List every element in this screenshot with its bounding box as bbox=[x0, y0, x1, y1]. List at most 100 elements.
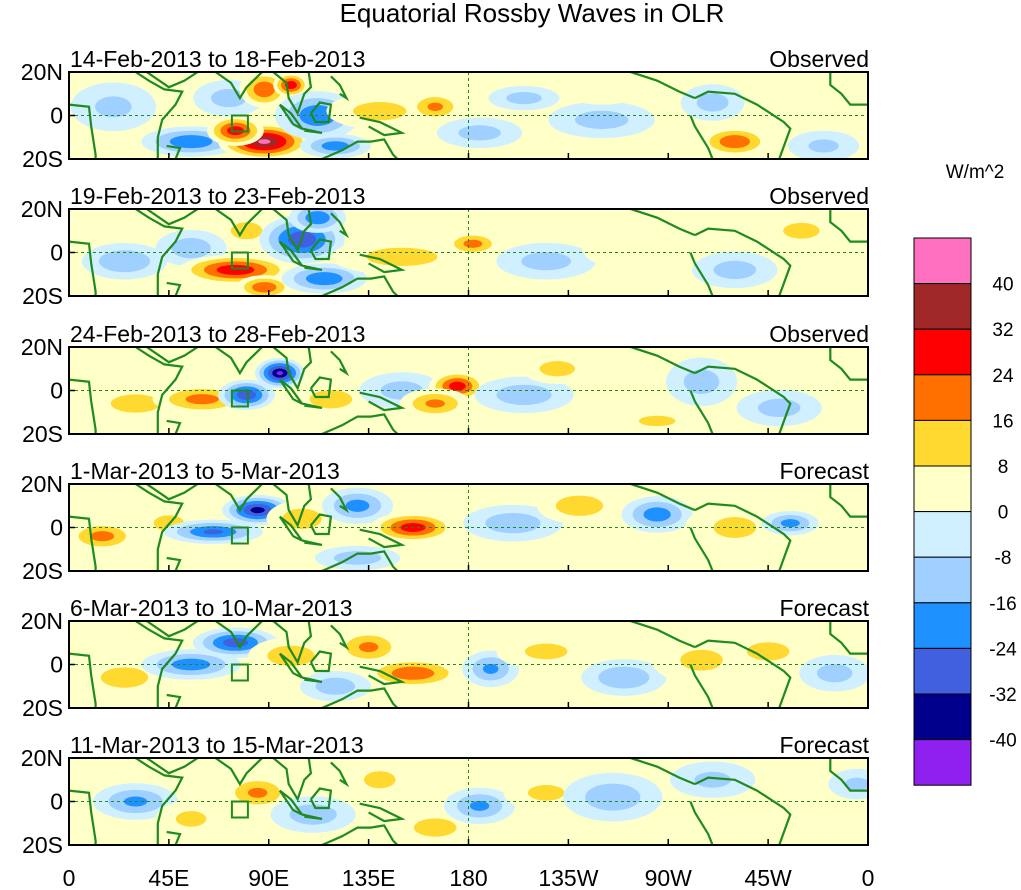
coastline bbox=[309, 101, 333, 124]
anomaly-feature bbox=[474, 376, 574, 414]
x-tick-label: 135E bbox=[342, 865, 396, 890]
x-tick-label: 45W bbox=[744, 865, 792, 890]
contour-level bbox=[713, 260, 757, 280]
coastline bbox=[69, 515, 97, 571]
colorbar-swatch bbox=[913, 602, 972, 649]
contour-level bbox=[110, 394, 161, 413]
coastline bbox=[166, 693, 182, 708]
coastline bbox=[694, 227, 792, 296]
coastline bbox=[689, 664, 714, 708]
contour-level bbox=[171, 238, 211, 259]
anomaly-feature bbox=[732, 636, 804, 667]
y-tick-label: 0 bbox=[50, 789, 63, 815]
panel-kind: Observed bbox=[769, 321, 869, 347]
colorbar-swatch bbox=[913, 511, 972, 558]
coastline bbox=[309, 513, 333, 536]
contour-level bbox=[757, 398, 801, 418]
colorbar-swatch bbox=[913, 283, 972, 330]
coastline bbox=[359, 802, 406, 823]
coastline bbox=[69, 103, 97, 159]
contour-level bbox=[449, 381, 466, 391]
chart-title: Equatorial Rossby Waves in OLR bbox=[340, 0, 725, 28]
anomaly-feature bbox=[299, 671, 371, 702]
colorbar-swatch bbox=[913, 237, 972, 285]
coastline bbox=[630, 209, 696, 237]
anomaly-feature bbox=[758, 212, 845, 250]
contour-level bbox=[276, 371, 284, 376]
y-tick-label: 20S bbox=[22, 695, 63, 721]
coastline bbox=[829, 347, 868, 381]
contour-level bbox=[250, 507, 265, 514]
coastline bbox=[146, 758, 199, 775]
colorbar-label: -24 bbox=[989, 639, 1017, 660]
coastline bbox=[69, 240, 97, 296]
anomaly-feature bbox=[351, 764, 409, 795]
coastline bbox=[309, 787, 333, 810]
coastline bbox=[630, 72, 696, 100]
contour-level bbox=[746, 642, 790, 661]
coastline bbox=[689, 801, 714, 845]
colorbar-label: 0 bbox=[998, 503, 1009, 524]
contour-level bbox=[694, 771, 731, 788]
anomaly-feature bbox=[761, 510, 819, 536]
contour-level bbox=[575, 110, 629, 129]
x-tick-label: 180 bbox=[449, 865, 487, 890]
coastline bbox=[689, 390, 714, 434]
coastline bbox=[146, 72, 199, 89]
y-tick-label: 20S bbox=[22, 832, 63, 858]
contour-level bbox=[100, 667, 149, 688]
coastline bbox=[321, 138, 399, 159]
coastline bbox=[321, 413, 399, 434]
panel-period: 11-Mar-2013 to 15-Mar-2013 bbox=[70, 732, 364, 758]
coastline bbox=[272, 209, 313, 253]
coastline bbox=[694, 90, 792, 159]
panels-group: 20N 0 20S 14-Feb-2013 to 18-Feb-2013 Observe… bbox=[21, 46, 870, 858]
anomaly-feature bbox=[81, 242, 168, 280]
anomaly-feature bbox=[581, 659, 667, 696]
colorbar-swatch bbox=[913, 328, 972, 376]
y-tick-label: 20N bbox=[21, 334, 63, 360]
coastline bbox=[301, 676, 323, 683]
contour-level bbox=[305, 272, 343, 286]
x-tick-label: 90E bbox=[248, 865, 289, 890]
coastline bbox=[166, 830, 182, 845]
y-tick-label: 20S bbox=[22, 146, 63, 172]
anomaly-feature bbox=[559, 74, 645, 105]
coastline bbox=[694, 365, 792, 434]
colorbar-swatch bbox=[913, 465, 972, 513]
contour-level bbox=[321, 141, 349, 151]
anomaly-feature bbox=[788, 130, 860, 159]
contour-level bbox=[559, 74, 645, 105]
coastline bbox=[301, 127, 323, 134]
coastline bbox=[321, 824, 399, 845]
anomaly-feature bbox=[399, 388, 471, 419]
anomaly-feature bbox=[70, 82, 157, 132]
coastline bbox=[829, 484, 868, 518]
contour-level bbox=[740, 785, 841, 835]
coastline bbox=[330, 75, 350, 102]
coastline bbox=[630, 758, 696, 786]
reference-box bbox=[230, 663, 249, 682]
anomaly-feature bbox=[488, 85, 560, 111]
x-tick-label: 135W bbox=[538, 865, 598, 890]
contour-level bbox=[267, 645, 315, 666]
map-panel: 20N 0 20S 11-Mar-2013 to 15-Mar-2013 Forecas… bbox=[21, 732, 870, 858]
x-tick-label: 0 bbox=[862, 865, 875, 890]
contour-level bbox=[713, 517, 757, 538]
colorbar-swatch bbox=[913, 419, 972, 467]
anomaly-feature bbox=[521, 353, 593, 384]
contour-level bbox=[252, 282, 277, 293]
reference-box bbox=[230, 114, 249, 133]
contour-level bbox=[683, 369, 720, 394]
panel-period: 6-Mar-2013 to 10-Mar-2013 bbox=[70, 595, 353, 621]
coastline bbox=[330, 624, 350, 651]
colorbar-label: 32 bbox=[992, 320, 1013, 341]
contour-level bbox=[258, 139, 271, 144]
coastline bbox=[134, 347, 184, 434]
colorbar-label: -40 bbox=[989, 731, 1016, 752]
coastline bbox=[272, 347, 313, 391]
colorbar-label: 40 bbox=[992, 275, 1013, 296]
panel-kind: Forecast bbox=[780, 595, 870, 621]
contour-level bbox=[247, 787, 268, 798]
coastline bbox=[359, 116, 406, 137]
